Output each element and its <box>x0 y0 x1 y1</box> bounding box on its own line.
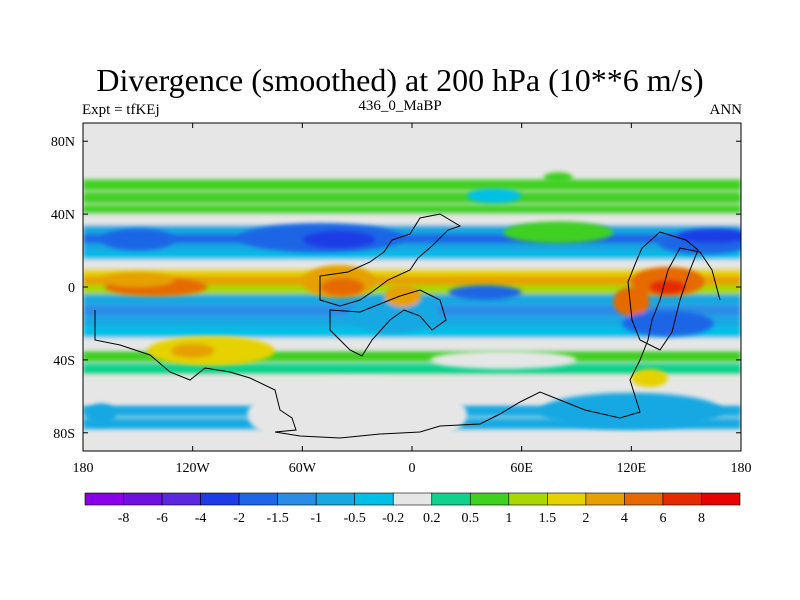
x-tick-label: 120E <box>617 461 647 476</box>
contour-band <box>83 234 741 246</box>
contour-cell <box>170 343 215 359</box>
y-tick-label: 40S <box>53 354 75 369</box>
contour-cell <box>613 287 650 317</box>
coastline-segment <box>329 289 447 357</box>
y-axis-ticks: 80N 40N 0 40S 80S <box>51 135 741 442</box>
colorbar-label: 1 <box>505 511 512 526</box>
contour-cell <box>384 285 422 308</box>
contour-cell <box>86 403 116 426</box>
coastline-segment <box>627 231 699 351</box>
contour-cell <box>466 188 522 204</box>
contour-cell <box>320 277 365 297</box>
y-tick-label: 80S <box>53 427 75 442</box>
colorbar-swatch <box>392 492 433 506</box>
colorbar-label: 0.2 <box>423 511 441 526</box>
colorbar-label: -1.5 <box>267 511 289 526</box>
contour-cell <box>543 172 573 184</box>
chart-title: Divergence (smoothed) at 200 hPa (10**6 … <box>96 62 704 98</box>
contour-cell <box>101 228 175 251</box>
contour-band <box>83 268 741 280</box>
y-tick-label: 40N <box>51 208 75 223</box>
contour-band <box>83 192 741 204</box>
divergence-field <box>83 123 741 451</box>
colorbar-label: 6 <box>659 511 666 526</box>
contour-cell <box>631 369 668 388</box>
contour-cell <box>247 378 467 451</box>
contour-band <box>83 327 741 339</box>
colorbar-swatch <box>277 492 317 506</box>
colorbar-swatch <box>84 492 124 506</box>
contour-cell <box>348 296 440 333</box>
x-tick-label: 60W <box>289 461 317 476</box>
contour-band <box>83 214 741 226</box>
colorbar-swatch <box>354 492 394 506</box>
colorbar-label: 4 <box>621 511 628 526</box>
contour-band <box>83 259 741 271</box>
colorbar-swatch <box>161 492 201 506</box>
x-axis-ticks: 180 120W 60W 0 60E 120E 180 <box>73 123 752 476</box>
contour-cell <box>649 279 687 295</box>
run-id-label: 436_0_MaBP <box>358 98 442 114</box>
contour-cell <box>503 221 614 244</box>
contour-cell <box>448 285 522 300</box>
colorbar-swatch <box>469 492 510 506</box>
colorbar-label: -1 <box>310 511 322 526</box>
y-tick-label: 0 <box>68 281 75 296</box>
colorbar-label: -2 <box>233 511 245 526</box>
x-tick-label: 180 <box>731 461 752 476</box>
experiment-label: Expt = tfKEj <box>82 102 160 118</box>
contour-band <box>83 252 741 264</box>
colorbar-swatch <box>624 492 664 506</box>
colorbar-label: 2 <box>582 511 589 526</box>
x-tick-label: 120W <box>176 461 211 476</box>
colorbar: -8 -6 -4 -2 -1.5 -1 -0.5 -0.2 0.2 0.5 1 1.5 2 4 6 8 <box>84 492 741 526</box>
contour-cell <box>622 310 714 337</box>
contour-cell <box>430 350 577 369</box>
x-tick-label: 0 <box>409 461 416 476</box>
colorbar-label: -0.5 <box>344 511 366 526</box>
colorbar-swatch <box>431 492 471 506</box>
colorbar-swatch <box>547 492 587 506</box>
contour-band <box>83 243 741 255</box>
colorbar-label: 8 <box>698 511 705 526</box>
colorbar-label: -4 <box>195 511 207 526</box>
colorbar-swatch <box>315 492 356 506</box>
contour-band <box>83 338 741 349</box>
contour-cell <box>101 272 175 288</box>
colorbar-swatch <box>662 492 702 506</box>
contour-band <box>83 179 741 191</box>
x-tick-label: 60E <box>510 461 533 476</box>
colorbar-swatch <box>585 492 625 506</box>
colorbar-label: 0.5 <box>462 511 480 526</box>
y-tick-label: 80N <box>51 135 75 150</box>
contour-cell <box>677 228 741 244</box>
colorbar-swatch <box>123 492 163 506</box>
contour-cell <box>539 392 723 430</box>
contour-cell <box>302 230 376 249</box>
contour-band <box>83 205 741 216</box>
coastline-segment <box>319 213 462 307</box>
colorbar-label: -6 <box>156 511 168 526</box>
colorbar-swatch <box>701 492 741 506</box>
colorbar-label: -0.2 <box>382 511 404 526</box>
coastline-segment <box>94 247 721 439</box>
coastline-outline <box>94 213 721 439</box>
colorbar-swatch <box>508 492 548 506</box>
contour-band <box>83 276 741 287</box>
colorbar-label: -8 <box>118 511 130 526</box>
contour-band <box>83 376 741 388</box>
contour-band <box>83 363 741 375</box>
colorbar-swatch <box>200 492 240 506</box>
x-tick-label: 180 <box>73 461 94 476</box>
season-label: ANN <box>709 102 743 118</box>
colorbar-label: 1.5 <box>539 511 557 526</box>
contour-band <box>83 350 741 362</box>
colorbar-swatch <box>238 492 278 506</box>
